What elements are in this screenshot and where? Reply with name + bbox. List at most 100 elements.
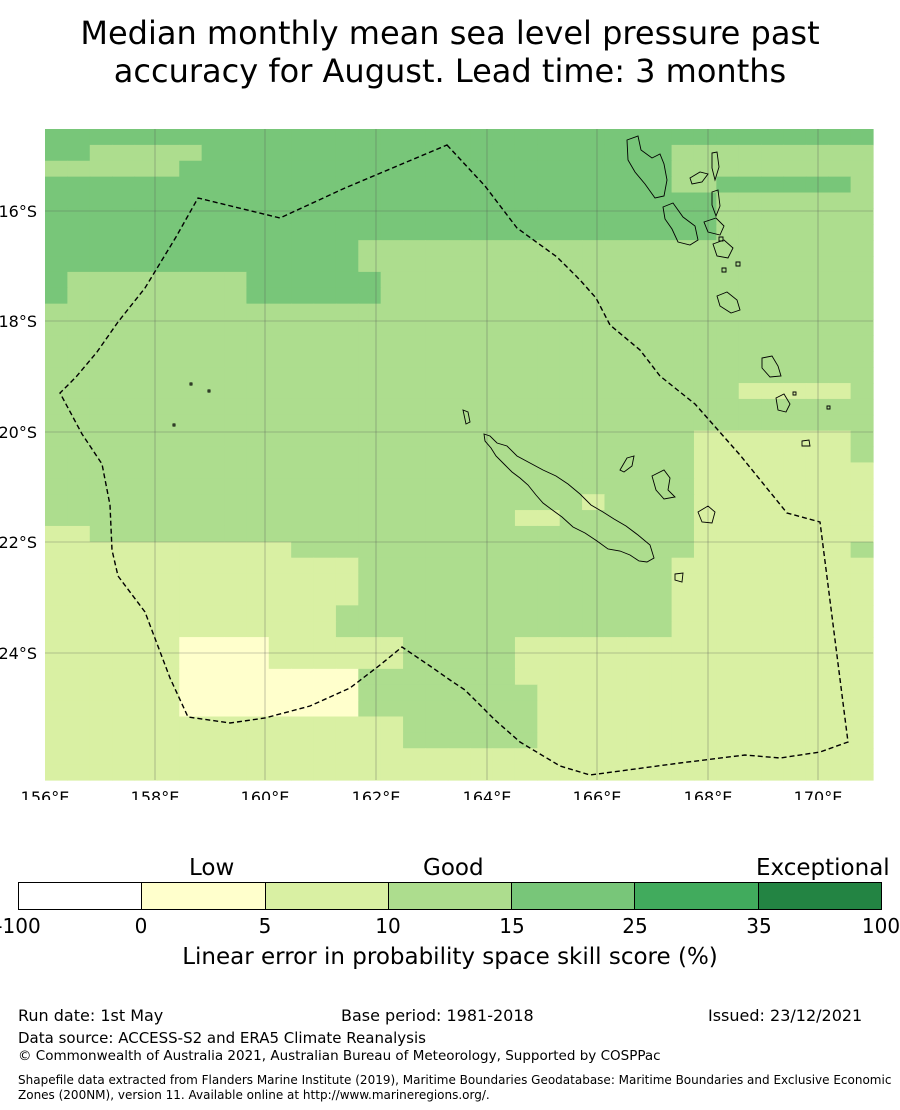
grid-cell [537,351,561,368]
grid-cell [179,287,203,305]
grid-cell [626,367,650,384]
grid-cell [604,430,628,448]
grid-cell [649,430,673,448]
grid-cell [67,462,91,479]
grid-cell [335,510,359,527]
grid-cell [604,732,628,749]
grid-cell [380,224,404,241]
grid-cell [224,732,248,749]
grid-cell [358,287,382,305]
grid-cell [850,240,874,257]
grid-cell [246,224,270,241]
grid-cell [313,398,337,416]
grid-cell [447,637,471,654]
grid-cell [380,716,404,733]
grid-cell [134,652,158,670]
grid-cell [582,605,606,622]
grid-cell [335,319,359,337]
grid-cell [470,573,494,591]
grid-cell [335,494,359,511]
grid-cell [514,208,538,225]
grid-cell [671,287,695,305]
grid-cell [761,224,785,241]
grid-cell [559,303,583,321]
grid-cell [45,414,68,432]
grid-cell [492,383,516,400]
grid-cell [738,478,762,495]
grid-cell [246,637,270,654]
grid-cell [447,446,471,464]
grid-cell [89,351,113,368]
grid-cell [649,605,673,622]
grid-cell [828,446,852,464]
grid-cell [134,621,158,638]
grid-cell [447,732,471,749]
grid-cell [738,446,762,464]
grid-cell [425,605,449,622]
grid-cell [649,224,673,241]
grid-cell [224,351,248,368]
grid-cell [783,129,807,146]
grid-cell [626,398,650,416]
grid-cell [224,319,248,337]
grid-cell [403,652,427,670]
grid-cell [447,398,471,416]
grid-cell [224,557,248,575]
grid-cell [67,240,91,257]
grid-cell [470,303,494,321]
grid-cell [246,684,270,702]
grid-cell [649,764,673,781]
grid-cell [335,287,359,305]
grid-cell [403,271,427,289]
grid-cell [179,510,203,527]
grid-cell [179,414,203,432]
grid-cell [89,208,113,225]
longitude-label: 168°E [684,788,733,800]
grid-cell [246,398,270,416]
grid-cell [492,494,516,511]
grid-cell [582,271,606,289]
grid-cell [246,764,270,781]
grid-cell [582,764,606,781]
grid-cell [738,621,762,638]
grid-cell [112,129,136,146]
grid-cell [447,240,471,257]
grid-cell [313,383,337,400]
grid-cell [850,129,874,146]
grid-cell [246,525,270,543]
grid-cell [850,367,874,384]
grid-cell [805,319,829,337]
grid-cell [179,129,203,146]
grid-cell [201,240,225,257]
grid-cell [291,510,315,527]
grid-cell [335,129,359,146]
grid-cell [738,335,762,352]
grid-cell [246,462,270,479]
grid-cell [67,748,91,765]
grid-cell [492,605,516,622]
grid-cell [179,605,203,622]
grid-cell [604,144,628,162]
grid-cell [380,732,404,749]
grid-cell [626,716,650,733]
grid-cell [693,637,717,654]
grid-cell [693,240,717,257]
grid-cell [805,303,829,321]
colorbar-segment [634,883,758,909]
grid-cell [537,494,561,511]
grid-cell [45,621,68,638]
grid-cell [268,160,292,178]
grid-cell [112,462,136,479]
grid-cell [112,351,136,368]
grid-cell [112,637,136,654]
grid-cell [335,430,359,448]
grid-cell [805,129,829,146]
grid-cell [268,716,292,733]
grid-cell [134,208,158,225]
grid-cell [268,605,292,622]
grid-cell [291,716,315,733]
grid-cell [291,764,315,781]
grid-cell [134,510,158,527]
grid-cell [604,605,628,622]
grid-cell [403,510,427,527]
